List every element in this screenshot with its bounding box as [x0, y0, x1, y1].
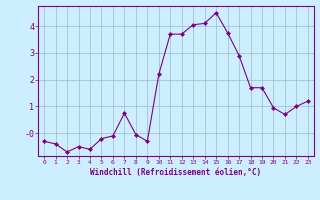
X-axis label: Windchill (Refroidissement éolien,°C): Windchill (Refroidissement éolien,°C) [91, 168, 261, 177]
